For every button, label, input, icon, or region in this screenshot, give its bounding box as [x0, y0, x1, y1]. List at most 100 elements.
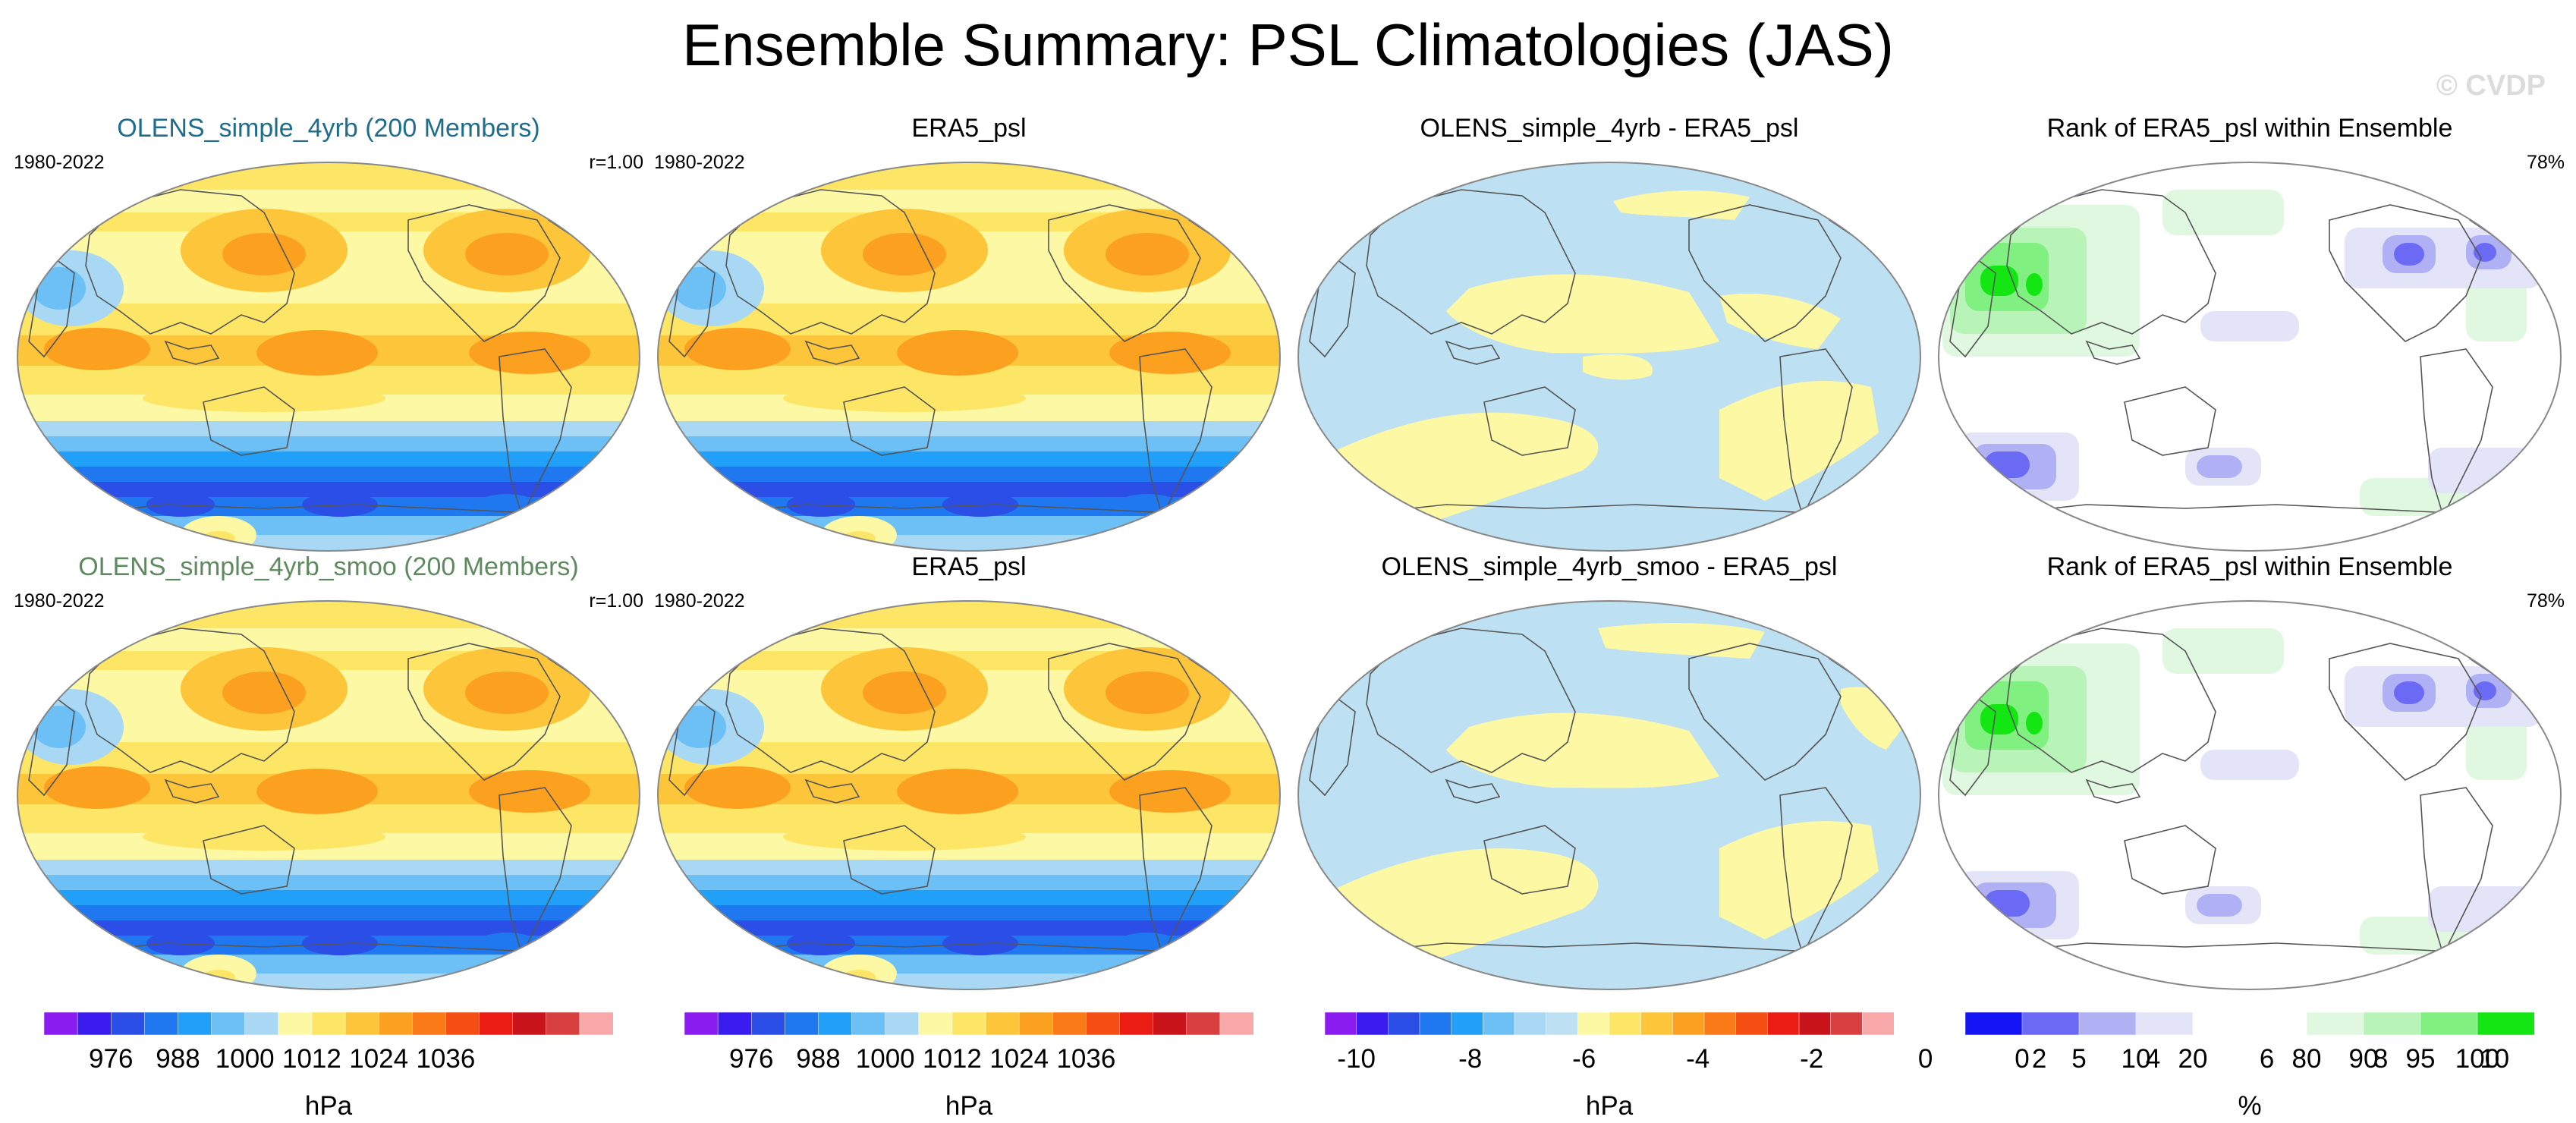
panel-title: Rank of ERA5_psl within Ensemble — [2046, 552, 2453, 581]
coastline-2 — [2085, 779, 2141, 804]
colorbar: 976 988 1000 1012 1024 1036 hPa — [44, 1009, 613, 1123]
colorbar-swatch — [2021, 1011, 2080, 1036]
colorbar-tick-label: 20 — [2178, 1044, 2208, 1074]
psl-band — [658, 436, 1280, 451]
globe-map — [17, 600, 640, 990]
diff-positive-region — [1613, 190, 1750, 220]
colorbar-tick-label: 1012 — [923, 1044, 982, 1074]
psl-band — [17, 860, 640, 875]
psl-band — [17, 467, 640, 482]
coastline-1 — [668, 687, 716, 797]
colorbar-tick-label: -2 — [1800, 1044, 1824, 1074]
psl-band — [17, 436, 640, 451]
colorbar-swatch — [546, 1011, 580, 1036]
colorbar-swatch — [1219, 1011, 1253, 1036]
coastline-3 — [843, 386, 936, 456]
psl-contour-blob — [942, 931, 1018, 955]
colorbar-swatch — [1767, 1011, 1800, 1036]
psl-contour-blob — [897, 769, 1018, 814]
psl-band — [658, 875, 1280, 890]
coastline-7 — [58, 504, 591, 517]
psl-band — [658, 890, 1280, 905]
psl-band — [658, 905, 1280, 920]
colorbar-swatch — [1514, 1011, 1547, 1036]
diff-positive-region — [1583, 354, 1653, 380]
colorbar-swatch — [77, 1011, 112, 1036]
colorbar-swatch — [1388, 1011, 1420, 1036]
colorbar-tick-label: -8 — [1458, 1044, 1483, 1074]
coastline-1 — [1949, 249, 1996, 358]
rank-cell-cluster — [2345, 666, 2542, 727]
map-panel: Rank of ERA5_psl within Ensemble 78% — [1935, 552, 2565, 992]
psl-contour-blob — [897, 330, 1018, 376]
psl-contour-blob — [1109, 770, 1231, 813]
psl-contour-blob — [863, 672, 946, 714]
rank-cell-cluster — [2474, 681, 2496, 700]
coastline-1 — [668, 249, 716, 358]
coastline-0 — [2006, 628, 2216, 773]
globe-outline — [17, 162, 640, 552]
coastline-1 — [28, 687, 75, 797]
coastline-3 — [203, 386, 295, 456]
panel-stat-label: 78% — [2526, 590, 2565, 612]
psl-contour-blob — [863, 233, 946, 275]
psl-band — [658, 742, 1280, 774]
coastline-1 — [28, 249, 75, 358]
psl-contour-blob — [33, 267, 86, 310]
panel-title: OLENS_simple_4yrb_smoo - ERA5_psl — [1381, 552, 1838, 581]
psl-contour-blob — [256, 330, 378, 376]
rank-cell-cluster — [2394, 681, 2424, 704]
panel-period-label: 1980-2022 — [14, 152, 105, 173]
colorbar-unit: hPa — [945, 1091, 993, 1121]
psl-contour-blob — [1109, 332, 1231, 374]
coastline-7 — [1980, 504, 2512, 517]
colorbar-tick-label: 988 — [796, 1044, 841, 1074]
coastline-4 — [1048, 643, 1201, 781]
colorbar-swatches — [684, 1011, 1253, 1036]
globe-map — [1297, 162, 1921, 552]
rank-cell-cluster — [2197, 894, 2242, 917]
colorbar-swatch — [1798, 1011, 1832, 1036]
colorbar-swatch — [2363, 1011, 2421, 1036]
diff-positive-region — [1719, 293, 1841, 349]
panel-title: Rank of ERA5_psl within Ensemble — [2046, 114, 2453, 143]
colorbar-tick-label: 0 — [1917, 1044, 1933, 1074]
panel-stat-label: r=1.00 — [589, 152, 643, 173]
coastline-3 — [843, 825, 936, 895]
psl-band — [17, 421, 640, 436]
colorbar-tick-label: 1024 — [349, 1044, 409, 1074]
colorbar-swatch — [2135, 1011, 2194, 1036]
colorbar-tick-label: 100 — [2455, 1044, 2500, 1074]
colorbar-swatch — [951, 1011, 986, 1036]
colorbar-swatch — [2078, 1011, 2137, 1036]
coastline-0 — [725, 189, 936, 335]
colorbar-tick-label: 10 — [2121, 1044, 2151, 1074]
globe-outline — [1938, 600, 2562, 990]
colorbar-tick-label: 6 — [2259, 1044, 2275, 1074]
psl-band — [658, 955, 1280, 974]
colorbar-tick-label: 1036 — [1056, 1044, 1116, 1074]
coastline-1 — [1309, 249, 1356, 358]
colorbar-tick-label: 1000 — [855, 1044, 915, 1074]
colorbar-swatch — [1153, 1011, 1187, 1036]
map-panel: OLENS_simple_4yrb (200 Members) 1980-2022… — [14, 114, 643, 554]
map-panel: OLENS_simple_4yrb_smoo - ERA5_psl — [1294, 552, 1924, 992]
colorbar: 0 5 10 20 80 90 95 100% — [1965, 1009, 2534, 1123]
colorbar-tick-label: 1000 — [215, 1044, 275, 1074]
rank-cell-cluster — [2162, 628, 2284, 674]
colorbar-tick-label: -10 — [1337, 1044, 1376, 1074]
colorbar-tick-label: 1036 — [416, 1044, 476, 1074]
coastline-0 — [1366, 628, 1576, 773]
colorbar-swatch — [1052, 1011, 1087, 1036]
psl-band — [17, 304, 640, 335]
colorbar-swatch — [1965, 1011, 2023, 1036]
psl-band — [17, 742, 640, 774]
psl-band — [17, 162, 640, 190]
coastline-7 — [699, 942, 1231, 955]
map-panel: OLENS_simple_4yrb - ERA5_psl — [1294, 114, 1924, 554]
psl-band — [658, 162, 1280, 190]
colorbar-swatch — [1577, 1011, 1610, 1036]
psl-contour-blob — [673, 706, 726, 748]
colorbar-tick-label: 0 — [2015, 1044, 2030, 1074]
panel-title: OLENS_simple_4yrb - ERA5_psl — [1420, 114, 1799, 143]
